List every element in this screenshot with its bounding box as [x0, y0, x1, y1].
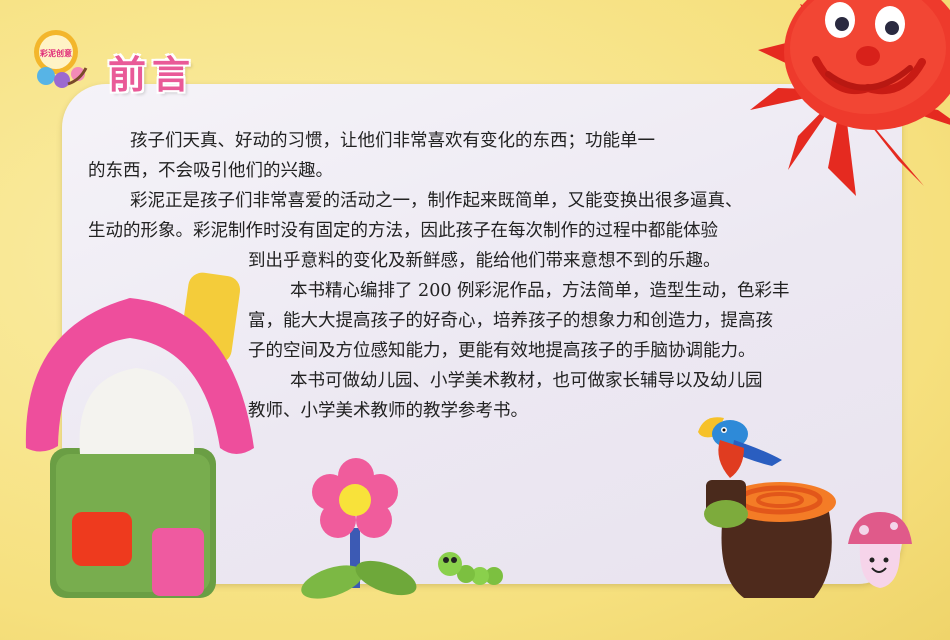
- text-line: 彩泥正是孩子们非常喜爱的活动之一，制作起来既简单，又能变换出很多逼真、: [130, 191, 743, 211]
- brand-logo: 彩泥创意: [34, 30, 88, 88]
- text-line: 子的空间及方位感知能力，更能有效地提高孩子的手脑协调能力。: [248, 341, 756, 361]
- clay-mushroom-illustration: [848, 512, 912, 588]
- text-line: 孩子们天真、好动的习惯，让他们非常喜欢有变化的东西；功能单一: [130, 131, 655, 151]
- text-line: 生动的形象。彩泥制作时没有固定的方法，因此孩子在每次制作的过程中都能体验: [88, 221, 718, 241]
- text-line: 本书可做幼儿园、小学美术教材，也可做家长辅导以及幼儿园: [290, 371, 763, 391]
- clay-caterpillar-illustration: [438, 552, 503, 585]
- text-line: 富，能大大提高孩子的好奇心，培养孩子的想象力和创造力，提高孩: [248, 311, 773, 331]
- preface-body: 孩子们天真、好动的习惯，让他们非常喜欢有变化的东西；功能单一 的东西，不会吸引他…: [88, 126, 848, 426]
- clay-flower-illustration: [301, 458, 417, 599]
- clay-parrot-illustration: [698, 417, 782, 478]
- title-row: 彩泥创意 前言: [22, 18, 242, 98]
- text-line: 的东西，不会吸引他们的兴趣。: [88, 161, 333, 181]
- text-line: 教师、小学美术教师的教学参考书。: [248, 401, 528, 421]
- clay-stump-illustration: [704, 480, 836, 598]
- clay-house-illustration: [25, 272, 254, 598]
- clay-sun-illustration: [750, 0, 950, 196]
- logo-text: 彩泥创意: [39, 48, 72, 58]
- page-title: 前言: [108, 53, 197, 97]
- text-line: 本书精心编排了 200 例彩泥作品，方法简单，造型生动，色彩丰: [290, 281, 790, 301]
- text-line: 到出乎意料的变化及新鲜感，能给他们带来意想不到的乐趣。: [248, 251, 721, 271]
